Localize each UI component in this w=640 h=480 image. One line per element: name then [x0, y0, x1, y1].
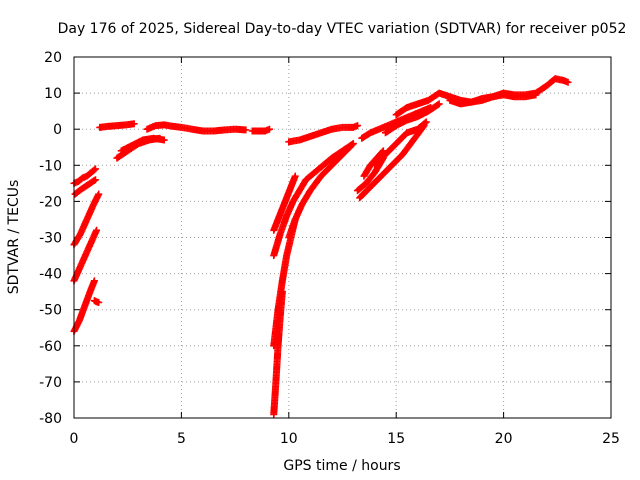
y-tick-label: -60: [39, 339, 62, 355]
data-point: [422, 118, 430, 126]
data-series-sdtvar: [70, 75, 572, 418]
y-tick-label: -80: [39, 411, 62, 427]
data-point: [421, 119, 429, 127]
data-point: [434, 101, 442, 109]
data-point: [91, 176, 99, 184]
data-point: [90, 277, 98, 285]
x-tick-label: 25: [602, 431, 620, 447]
y-tick-labels: -80 -70 -60 -50 -40 -30 -20 -10 0 10 20: [39, 50, 62, 427]
data-point: [93, 226, 101, 234]
data-point: [95, 298, 103, 306]
data-point: [291, 172, 299, 180]
data-point: [349, 140, 357, 148]
y-tick-label: -20: [39, 194, 62, 210]
y-tick-label: -70: [39, 375, 62, 391]
plot-frame: [73, 56, 612, 419]
x-tick-label: 0: [70, 431, 79, 447]
data-point: [354, 122, 362, 130]
x-tick-label: 15: [387, 431, 405, 447]
x-tick-labels: 0 5 10 15 20 25: [70, 431, 620, 447]
x-tick-label: 20: [495, 431, 513, 447]
chart-title: Day 176 of 2025, Sidereal Day-to-day VTE…: [58, 21, 627, 37]
y-tick-label: -10: [39, 158, 62, 174]
y-tick-label: -30: [39, 231, 62, 247]
x-tick-label: 5: [177, 431, 186, 447]
data-point: [95, 190, 103, 198]
data-point: [564, 78, 572, 86]
y-axis-label: SDTVAR / TECUs: [6, 180, 22, 295]
data-point: [348, 141, 356, 149]
data-point: [242, 126, 250, 134]
data-point: [160, 136, 168, 144]
data-point: [91, 165, 99, 173]
data-point: [265, 125, 273, 133]
data-point: [532, 91, 540, 99]
y-tick-label: 20: [44, 50, 62, 66]
x-tick-label: 10: [280, 431, 298, 447]
y-tick-label: -50: [39, 303, 62, 319]
data-point: [130, 120, 138, 128]
y-tick-label: 0: [53, 122, 62, 138]
x-axis-label: GPS time / hours: [283, 458, 400, 474]
y-tick-label: 10: [44, 86, 62, 102]
data-point: [435, 100, 443, 108]
data-point: [90, 166, 98, 174]
y-tick-label: -40: [39, 267, 62, 283]
